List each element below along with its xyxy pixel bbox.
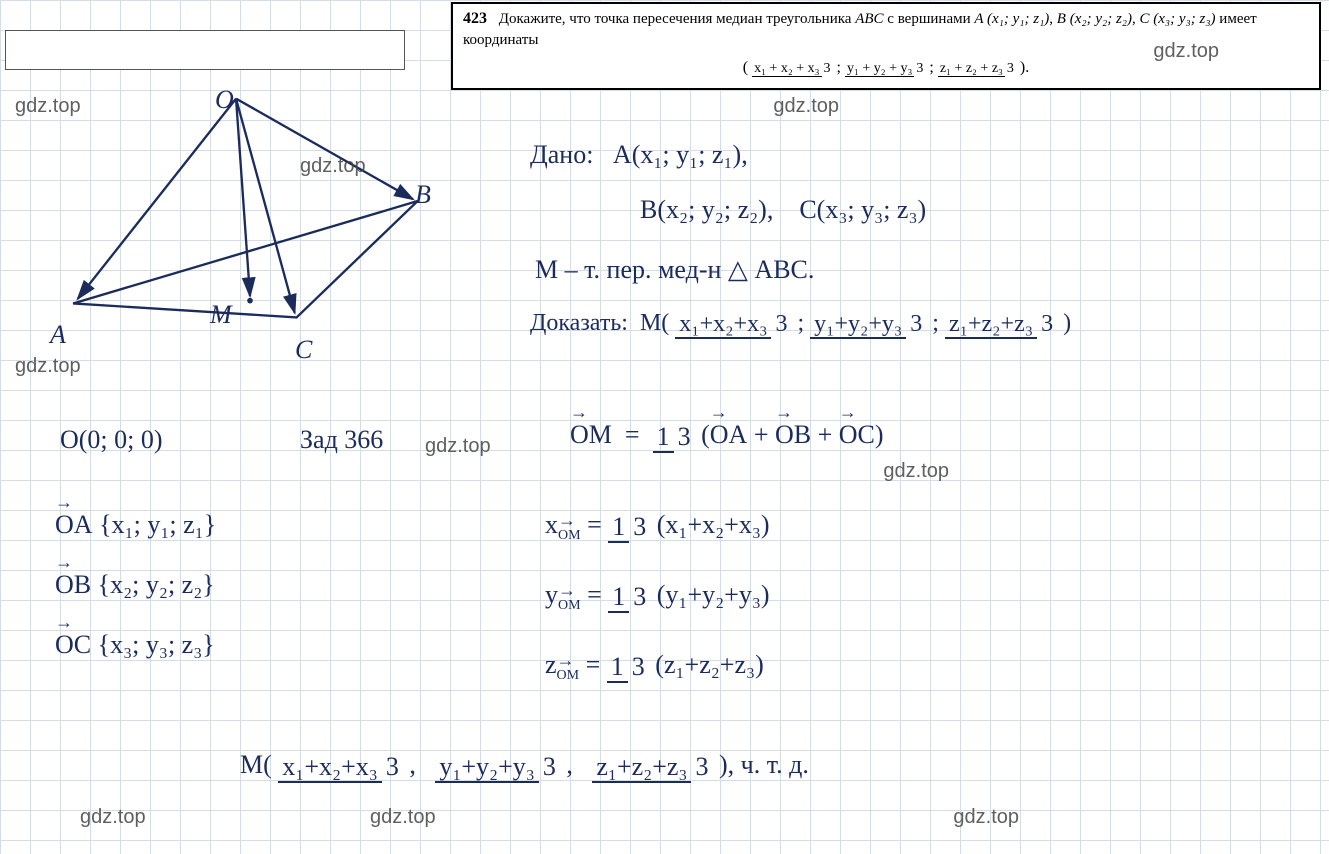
label-a: A [50, 320, 66, 350]
label-o: O [215, 85, 234, 115]
formula-line: ( x₁ + x₂ + x₃3 ; y₁ + y₂ + y₃3 ; z₁ + z… [463, 57, 1309, 79]
triangle-diagram [40, 80, 460, 350]
prove-label: Доказать: M( x₁+x₂+x₃3 ; y₁+y₂+y₃3 ; z₁+… [530, 310, 1071, 338]
frac2-num: y₁ + y₂ + y₃ [845, 61, 914, 77]
problem-abc: ABC [855, 11, 883, 27]
om-equation: OM = 13 (OA + OB + OC) [570, 420, 884, 452]
vertex-b: B (x₂; y₂; z₂) [1057, 11, 1132, 27]
given-m: M – т. пер. мед-н △ ABC. [535, 255, 814, 285]
final-result: M( x₁+x₂+x₃3 , y₁+y₂+y₃3 , z₁+z₂+z₃3 ), … [240, 750, 809, 782]
label-m: M [210, 300, 232, 330]
empty-header-box [5, 30, 405, 70]
ob-vec: OB {x₂; y₂; z₂} [55, 570, 215, 600]
vertex-c: C (x₃; y₃; z₃) [1140, 11, 1216, 27]
frac1-den: 3 [822, 61, 833, 76]
oa-vec: OA {x₁; y₁; z₁} [55, 510, 216, 540]
xom-eq: xOM = 13 (x₁+x₂+x₃) [545, 510, 770, 544]
given-label: Дано: A(x₁; y₁; z₁), [530, 140, 748, 170]
label-b: B [415, 180, 431, 210]
yom-eq: yOM = 13 (y₁+y₂+y₃) [545, 580, 770, 614]
ref-task: Зад 366 [300, 425, 383, 455]
oc-vec: OC {x₃; y₃; z₃} [55, 630, 215, 660]
label-c: C [295, 335, 312, 365]
frac1-num: x₁ + x₂ + x₃ [752, 61, 821, 77]
problem-number: 423 [463, 10, 487, 27]
problem-text-1: Докажите, что точка пересечения медиан т… [499, 11, 855, 27]
frac3-num: z₁ + z₂ + z₃ [938, 61, 1005, 77]
problem-text-2: с вершинами [887, 11, 974, 27]
vertex-a: A (x₁; y₁; z₁) [974, 11, 1049, 27]
problem-statement-box: 423 Докажите, что точка пересечения меди… [451, 2, 1321, 90]
zom-eq: zOM = 13 (z₁+z₂+z₃) [545, 650, 764, 684]
given-b: B(x₂; y₂; z₂), C(x₃; y₃; z₃) [640, 195, 926, 225]
frac3-den: 3 [1005, 61, 1016, 76]
frac2-den: 3 [914, 61, 925, 76]
origin: O(0; 0; 0) [60, 425, 163, 455]
